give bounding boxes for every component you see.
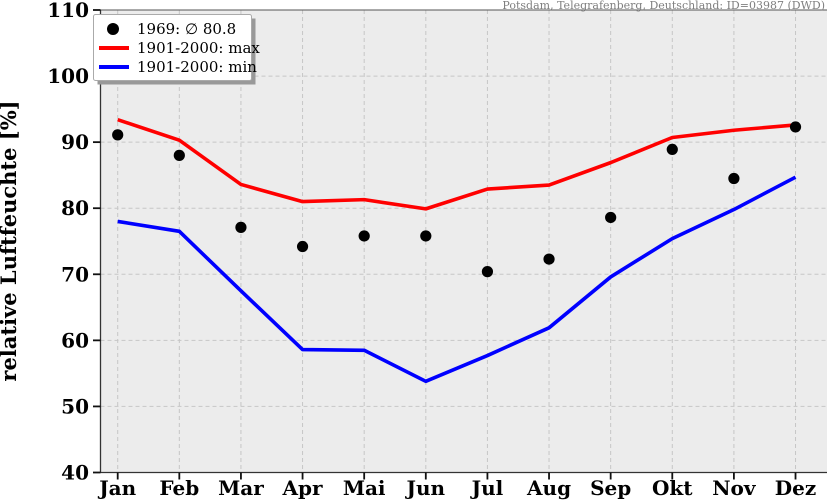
legend-box: [93, 14, 252, 81]
data-point-1969: [481, 266, 494, 278]
x-tick-label: Okt: [652, 476, 693, 500]
data-point-1969: [296, 240, 309, 253]
data-point-1969: [605, 211, 617, 224]
x-tick-label: Dez: [775, 476, 816, 500]
y-tick-label: 90: [61, 130, 89, 154]
data-point-1969: [666, 143, 678, 156]
x-tick-label: Mar: [218, 476, 264, 500]
legend-label: 1901-2000: max: [137, 39, 260, 57]
legend-item: 1901-2000: min: [99, 58, 257, 76]
x-tick-label: Jan: [97, 476, 136, 500]
plot-background: [100, 10, 827, 473]
series-layer: [112, 117, 802, 384]
legend-label: 1901-2000: min: [137, 58, 257, 76]
data-point-1969: [173, 149, 185, 161]
y-tick-label: 80: [61, 196, 89, 220]
x-tick-label: Sep: [590, 476, 631, 500]
station-header: Potsdam, Telegrafenberg, Deutschland: ID…: [502, 0, 825, 12]
data-point-1969: [235, 221, 247, 233]
min-line: [117, 175, 797, 384]
x-tick-label: Apr: [282, 476, 324, 500]
x-tick-label: Feb: [159, 476, 199, 500]
x-tick-label: Jun: [405, 476, 446, 500]
axes-layer: 40 50 60 70 80 90 100 110 Jan Feb Mar Apr Mai Jun Jul A…: [47, 0, 827, 500]
y-tick-label: 70: [61, 262, 89, 286]
y-tick-label: 110: [47, 0, 89, 22]
data-point-1969: [420, 230, 432, 242]
data-point-1969: [112, 129, 124, 141]
x-tick-label: Nov: [712, 476, 757, 500]
max-line: [117, 117, 796, 211]
x-tick-label: Mai: [343, 476, 386, 500]
data-point-1969: [789, 121, 802, 133]
y-tick-label: 50: [61, 394, 89, 418]
x-tick-label: Aug: [526, 476, 571, 500]
legend-item: 1969: ∅ 80.8: [107, 20, 236, 38]
y-tick-label: 40: [61, 461, 89, 485]
data-point-1969: [358, 230, 370, 242]
legend-item: 1901-2000: max: [99, 39, 260, 57]
legend-label: 1969: ∅ 80.8: [137, 20, 236, 38]
y-axis-title: relative Luftfeuchte [%]: [0, 100, 21, 381]
legend-dot-marker: [107, 23, 119, 35]
x-tick-label: Jul: [470, 476, 504, 500]
y-tick-label: 60: [61, 328, 89, 352]
data-point-1969: [543, 253, 555, 265]
y-tick-label: 100: [47, 64, 89, 88]
data-point-1969: [728, 172, 740, 185]
